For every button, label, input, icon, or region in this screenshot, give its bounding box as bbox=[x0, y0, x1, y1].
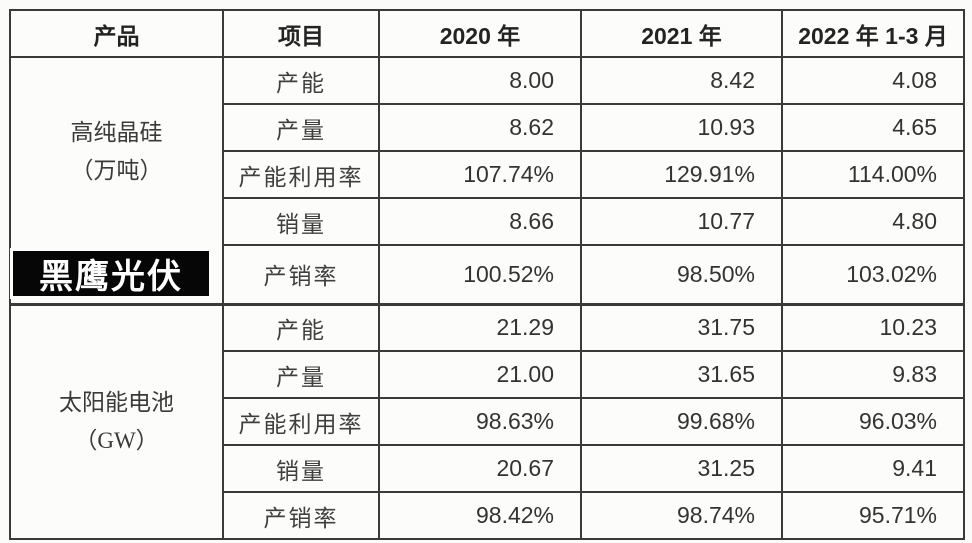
value-cell: 98.42% bbox=[378, 491, 582, 540]
product-name: 太阳能电池 bbox=[59, 389, 174, 415]
value-cell: 129.91% bbox=[580, 150, 783, 199]
product-label: 太阳能电池 （GW） bbox=[12, 384, 221, 460]
value-cell: 31.65 bbox=[580, 350, 783, 399]
table-row: 太阳能电池 （GW） 产能 21.29 31.75 10.23 bbox=[9, 302, 965, 540]
value-cell: 4.08 bbox=[781, 56, 965, 105]
value-cell: 10.23 bbox=[781, 302, 965, 352]
value-cell: 107.74% bbox=[378, 150, 582, 199]
item-cell: 销量 bbox=[222, 444, 380, 493]
value-cell: 31.75 bbox=[580, 302, 783, 352]
item-cell: 产销率 bbox=[222, 244, 380, 305]
product-label: 高纯晶硅 （万吨） bbox=[12, 114, 221, 190]
value-cell: 10.77 bbox=[580, 197, 783, 246]
product-name: 高纯晶硅 bbox=[70, 120, 163, 146]
value-cell: 8.00 bbox=[378, 56, 582, 105]
col-header-2020: 2020 年 bbox=[378, 9, 582, 58]
item-cell: 产能利用率 bbox=[222, 150, 380, 199]
item-cell: 产量 bbox=[222, 103, 380, 152]
product-unit: （GW） bbox=[74, 427, 159, 453]
value-cell: 21.00 bbox=[378, 350, 582, 399]
value-cell: 9.41 bbox=[781, 444, 965, 493]
item-cell: 产能 bbox=[222, 302, 380, 352]
col-header-2021: 2021 年 bbox=[580, 9, 783, 58]
table-row: 产量 8.62 10.93 4.65 bbox=[10, 103, 965, 152]
value-cell: 103.02% bbox=[781, 244, 965, 305]
table-row: 销量 20.67 31.25 9.41 bbox=[10, 444, 965, 493]
value-cell: 9.83 bbox=[781, 350, 965, 399]
item-cell: 销量 bbox=[222, 197, 380, 246]
col-header-2022-q1: 2022 年 1-3 月 bbox=[781, 9, 965, 58]
table-row: 高纯晶硅 （万吨） 产能 8.00 8.42 4.08 bbox=[9, 56, 965, 305]
heiying-pv-logo-watermark: 黑鹰光伏 bbox=[13, 251, 209, 296]
table-row: 产量 21.00 31.65 9.83 bbox=[10, 350, 965, 399]
table-row: 产能利用率 107.74% 129.91% 114.00% bbox=[10, 150, 965, 199]
value-cell: 99.68% bbox=[580, 397, 783, 446]
capacity-production-table: 产品 项目 2020 年 2021 年 2022 年 1-3 月 高纯晶硅 （万… bbox=[9, 9, 965, 540]
value-cell: 96.03% bbox=[781, 397, 965, 446]
value-cell: 4.65 bbox=[781, 103, 965, 152]
value-cell: 31.25 bbox=[580, 444, 783, 493]
item-cell: 产能利用率 bbox=[222, 397, 380, 446]
table-row: 产销率 100.52% 98.50% 103.02% bbox=[10, 244, 965, 305]
table-row: 产销率 98.42% 98.74% 95.71% bbox=[10, 491, 965, 540]
product-unit: （万吨） bbox=[70, 158, 163, 184]
col-header-product: 产品 bbox=[9, 9, 224, 58]
item-cell: 产销率 bbox=[222, 491, 380, 540]
value-cell: 8.62 bbox=[378, 103, 582, 152]
table-row: 销量 8.66 10.77 4.80 bbox=[10, 197, 965, 246]
value-cell: 98.74% bbox=[580, 491, 783, 540]
value-cell: 8.42 bbox=[580, 56, 783, 105]
col-header-item: 项目 bbox=[222, 9, 380, 58]
value-cell: 8.66 bbox=[378, 197, 582, 246]
value-cell: 114.00% bbox=[781, 150, 965, 199]
value-cell: 95.71% bbox=[781, 491, 965, 540]
table-row: 产能利用率 98.63% 99.68% 96.03% bbox=[10, 397, 965, 446]
item-cell: 产量 bbox=[222, 350, 380, 399]
header-row: 产品 项目 2020 年 2021 年 2022 年 1-3 月 bbox=[9, 9, 965, 58]
value-cell: 10.93 bbox=[580, 103, 783, 152]
value-cell: 100.52% bbox=[378, 244, 582, 305]
value-cell: 4.80 bbox=[781, 197, 965, 246]
product-cell-solar: 太阳能电池 （GW） bbox=[9, 302, 224, 540]
value-cell: 21.29 bbox=[378, 302, 582, 352]
item-cell: 产能 bbox=[222, 56, 380, 105]
value-cell: 98.63% bbox=[378, 397, 582, 446]
value-cell: 20.67 bbox=[378, 444, 582, 493]
value-cell: 98.50% bbox=[580, 244, 783, 305]
